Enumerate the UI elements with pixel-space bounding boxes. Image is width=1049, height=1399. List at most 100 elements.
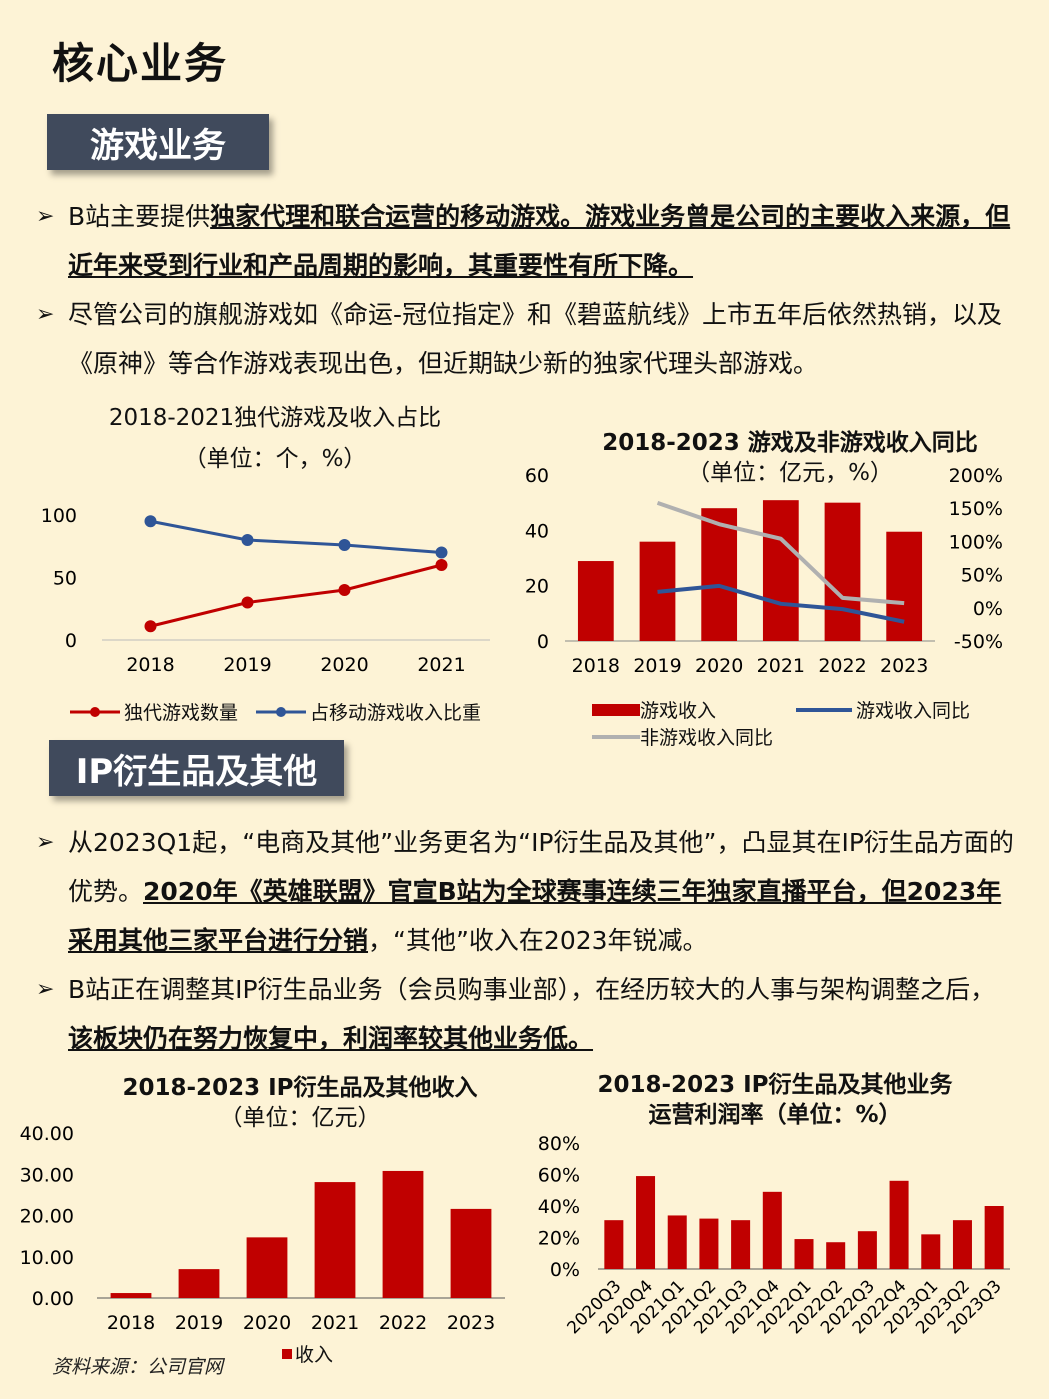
bar <box>110 1293 152 1298</box>
series-line <box>150 519 442 554</box>
y-tick-label: 20% <box>538 1228 580 1250</box>
y-tick-label-left: 0 <box>537 631 549 653</box>
x-tick-label: 2021 <box>417 654 465 676</box>
chart1-line-chart: 0 50 100 2018 2019 2020 2021 <box>41 505 490 676</box>
chart4-subtitle: 运营利润率（单位：%） <box>648 1102 902 1128</box>
y-tick-label-left: 20 <box>525 576 549 598</box>
x-tick-label: 2018 <box>572 655 620 677</box>
section-tag-games: 游戏业务 <box>47 114 269 170</box>
arrow-bullet-icon: ➢ <box>36 204 55 229</box>
bar <box>889 1180 909 1269</box>
x-tick-label: 2022 <box>818 655 866 677</box>
legend-label: 游戏收入 <box>640 700 717 722</box>
bar <box>857 1231 877 1269</box>
bullet-text: ，“其他”收入在2023年锐减。 <box>368 926 708 955</box>
x-tick-label: 2019 <box>633 655 681 677</box>
x-tick-label: 2020 <box>695 655 743 677</box>
x-tick-label: 2019 <box>223 654 271 676</box>
data-point <box>144 515 157 528</box>
bar <box>246 1237 288 1298</box>
bar <box>314 1182 356 1298</box>
legend-gray-line-icon <box>592 734 640 739</box>
y-tick-label-right: 100% <box>949 531 1003 553</box>
legend-bar-icon <box>592 703 640 716</box>
chart3-title: 2018-2023 IP衍生品及其他收入 （单位：亿元） <box>80 1073 520 1133</box>
data-point <box>435 559 448 571</box>
legend-blue-line-icon <box>256 706 307 717</box>
chart2-legend: 游戏收入 游戏收入同比 非游戏收入同比 <box>592 696 1012 750</box>
chart3-legend: 收入 <box>282 1340 333 1367</box>
source-note: 资料来源：公司官网 <box>52 1356 224 1378</box>
y-tick-label: 100 <box>41 505 77 527</box>
chart1-title-text: 2018-2021独代游戏及收入占比 <box>108 405 442 431</box>
chart2-title: 2018-2023 游戏及非游戏收入同比 （单位：亿元，%） <box>560 428 1020 488</box>
y-tick-label: 40% <box>538 1196 580 1218</box>
legend-label: 非游戏收入同比 <box>640 727 774 749</box>
bullet-emphasis: 该板块仍在努力恢复中，利润率较其他业务低。 <box>68 1024 594 1053</box>
x-tick-label: 2023 <box>880 655 928 677</box>
y-tick-label: 50 <box>53 568 77 590</box>
bar <box>604 1220 624 1269</box>
chart2-title-text: 2018-2023 游戏及非游戏收入同比 <box>602 430 978 456</box>
y-tick-label-right: 200% <box>949 465 1003 487</box>
bullet-ip-1: ➢ 从2023Q1起，“电商及其他”业务更名为“IP衍生品及其他”，凸显其在IP… <box>36 818 1016 965</box>
chart3-title-text: 2018-2023 IP衍生品及其他收入 <box>122 1075 478 1101</box>
x-tick-label: 2020 <box>320 654 368 676</box>
y-tick-label: 30.00 <box>20 1164 74 1186</box>
y-tick-label-right: -50% <box>954 631 1003 653</box>
chart3-subtitle: （单位：亿元） <box>219 1105 381 1131</box>
x-tick-label: 2020 <box>243 1312 291 1334</box>
y-tick-label-right: 150% <box>949 498 1003 520</box>
bar <box>636 1176 656 1269</box>
data-point <box>144 620 157 633</box>
bullet-text: B站正在调整其IP衍生品业务（会员购事业部），在经历较大的人事与架构调整之后， <box>68 975 996 1004</box>
bar <box>382 1170 424 1298</box>
series-line <box>657 583 905 624</box>
arrow-bullet-icon: ➢ <box>36 302 55 327</box>
y-tick-label-left: 40 <box>525 520 549 542</box>
x-tick-label: 2019 <box>175 1312 223 1334</box>
y-tick-label: 40.00 <box>20 1123 74 1145</box>
bar <box>762 500 799 641</box>
arrow-bullet-icon: ➢ <box>36 830 55 855</box>
chart2-bar-line-chart: 0 20 40 60 -50% 0% 50% 100% 150% 200% 2018 2019 2020… <box>525 465 1003 677</box>
chart4-title: 2018-2023 IP衍生品及其他业务 运营利润率（单位：%） <box>560 1070 990 1130</box>
bullet-text: B站主要提供 <box>68 202 211 231</box>
y-tick-label: 20.00 <box>20 1206 74 1228</box>
legend-label: 独代游戏数量 <box>124 702 239 724</box>
chart4-bar-chart: 0%20%40%60%80%2020Q32020Q42021Q12021Q220… <box>538 1133 1010 1338</box>
x-tick-label: 2021 <box>311 1312 359 1334</box>
y-tick-label: 60% <box>538 1165 580 1187</box>
x-tick-label: 2022 <box>379 1312 427 1334</box>
bullet-games-1: ➢ B站主要提供独家代理和联合运营的移动游戏。游戏业务曾是公司的主要收入来源，但… <box>36 192 1016 290</box>
x-tick-label: 2018 <box>107 1312 155 1334</box>
chart1-title: 2018-2021独代游戏及收入占比 （单位：个，%） <box>60 403 490 474</box>
bar <box>731 1220 751 1269</box>
y-tick-label-right: 0% <box>973 598 1003 620</box>
data-point <box>338 539 351 551</box>
x-tick-label: 2021 <box>757 655 805 677</box>
series-line <box>656 500 905 606</box>
bar <box>178 1269 220 1298</box>
bar <box>667 1215 687 1269</box>
data-point <box>338 584 351 596</box>
y-tick-label: 0.00 <box>32 1288 74 1310</box>
chart2-subtitle: （单位：亿元，%） <box>687 460 893 486</box>
y-tick-label-right: 50% <box>961 565 1003 587</box>
bar <box>886 531 923 641</box>
bullet-ip-2: ➢ B站正在调整其IP衍生品业务（会员购事业部），在经历较大的人事与架构调整之后… <box>36 965 1016 1063</box>
legend-red-line-icon <box>70 706 120 717</box>
bar <box>984 1206 1004 1269</box>
x-tick-label: 2023 <box>447 1312 495 1334</box>
legend-label: 游戏收入同比 <box>856 700 971 722</box>
bullet-text: 尽管公司的旗舰游戏如《命运-冠位指定》和《碧蓝航线》上市五年后依然热销，以及《原… <box>68 300 1003 378</box>
legend-label: 收入 <box>295 1344 334 1366</box>
bullet-emphasis: 独家代理和联合运营的移动游戏。游戏业务曾是公司的主要收入来源，但近年来受到行业和… <box>68 202 1011 280</box>
y-tick-label: 0% <box>550 1259 580 1281</box>
bar <box>577 561 614 641</box>
bar <box>701 508 738 641</box>
bar <box>450 1208 492 1298</box>
bar <box>794 1239 814 1269</box>
bullet-games-2: ➢ 尽管公司的旗舰游戏如《命运-冠位指定》和《碧蓝航线》上市五年后依然热销，以及… <box>36 290 1016 388</box>
chart3-bar-chart: 0.00 10.00 20.00 30.00 40.00 2018 2019 2020 2021… <box>20 1123 505 1334</box>
